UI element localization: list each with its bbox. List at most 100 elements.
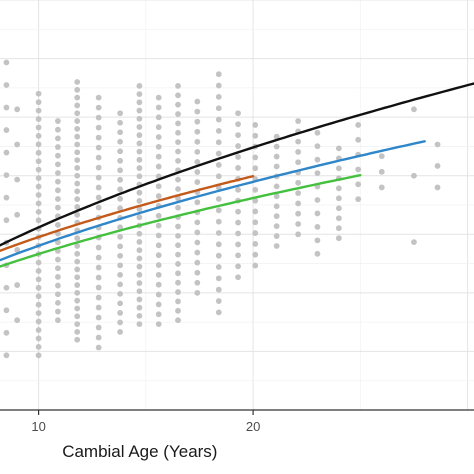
data-point	[155, 114, 162, 121]
data-point	[35, 149, 42, 156]
data-point	[35, 217, 42, 224]
data-point	[3, 149, 10, 156]
data-point	[74, 165, 81, 171]
data-point	[95, 104, 102, 111]
data-point	[411, 239, 417, 245]
data-point	[74, 172, 81, 179]
data-point	[335, 235, 342, 242]
data-point	[252, 122, 259, 128]
data-point	[95, 254, 102, 261]
data-point	[252, 208, 259, 215]
data-point	[215, 218, 222, 225]
data-point	[117, 195, 124, 202]
data-point	[74, 157, 81, 163]
data-point	[74, 274, 81, 281]
data-point	[175, 92, 181, 99]
data-point	[155, 143, 162, 150]
data-point	[252, 251, 259, 258]
data-point	[35, 133, 42, 139]
data-point	[136, 296, 143, 303]
data-point	[252, 219, 259, 226]
data-point	[35, 107, 42, 114]
data-point	[117, 233, 124, 240]
data-point	[355, 181, 362, 188]
data-point	[136, 156, 143, 163]
data-point	[215, 264, 222, 270]
data-point	[194, 239, 201, 246]
data-point	[175, 204, 181, 211]
data-point	[117, 319, 124, 326]
data-point	[273, 183, 280, 190]
data-point	[194, 229, 201, 236]
data-point	[215, 173, 222, 180]
data-point	[215, 128, 222, 134]
data-point	[74, 125, 81, 132]
data-point	[35, 200, 42, 207]
data-point	[55, 118, 61, 124]
data-point	[35, 259, 42, 266]
data-points	[3, 59, 441, 359]
data-point	[175, 298, 181, 305]
data-point	[55, 170, 61, 176]
data-point	[35, 99, 42, 106]
data-point	[95, 204, 102, 211]
data-point	[175, 186, 181, 192]
data-point	[3, 127, 10, 133]
data-point	[295, 159, 302, 166]
data-point	[235, 143, 241, 149]
data-point	[95, 154, 102, 161]
data-point	[35, 301, 42, 308]
data-point	[136, 107, 143, 114]
data-point	[155, 134, 162, 140]
data-point	[194, 128, 201, 135]
data-point	[355, 122, 362, 128]
data-point	[136, 239, 143, 245]
data-point	[55, 273, 61, 280]
data-point	[74, 305, 81, 312]
data-point	[55, 291, 61, 298]
data-point	[117, 148, 124, 155]
data-point	[55, 299, 61, 306]
data-point	[136, 83, 143, 89]
data-point	[155, 242, 162, 249]
data-point	[136, 173, 143, 180]
data-point	[155, 212, 162, 219]
data-point	[335, 225, 342, 232]
data-point	[35, 166, 42, 173]
data-point	[411, 172, 417, 179]
data-point	[314, 237, 321, 244]
data-point	[74, 289, 81, 296]
data-point	[155, 271, 162, 278]
data-point	[136, 132, 143, 139]
data-point	[335, 215, 342, 222]
data-point	[35, 293, 42, 300]
fitted-curve-1	[0, 175, 255, 252]
data-point	[235, 274, 241, 281]
data-point	[314, 210, 321, 217]
data-point	[155, 281, 162, 288]
data-point	[155, 291, 162, 298]
data-point	[95, 314, 102, 321]
data-point	[235, 154, 241, 160]
data-point	[155, 124, 162, 131]
data-point	[215, 298, 222, 304]
data-point	[55, 152, 61, 159]
data-point	[74, 86, 81, 93]
data-point	[175, 289, 181, 295]
data-point	[295, 210, 302, 217]
data-point	[74, 133, 81, 140]
data-point	[3, 284, 10, 291]
data-point	[74, 79, 81, 85]
data-point	[295, 118, 302, 124]
data-point	[194, 169, 201, 175]
data-point	[117, 138, 124, 145]
data-point	[215, 275, 222, 282]
data-point	[35, 90, 42, 97]
data-point	[295, 221, 302, 227]
data-point	[95, 244, 102, 251]
data-point	[175, 242, 181, 249]
data-point	[215, 71, 222, 78]
data-point	[355, 166, 362, 173]
data-point	[194, 269, 201, 276]
data-point	[335, 195, 342, 202]
